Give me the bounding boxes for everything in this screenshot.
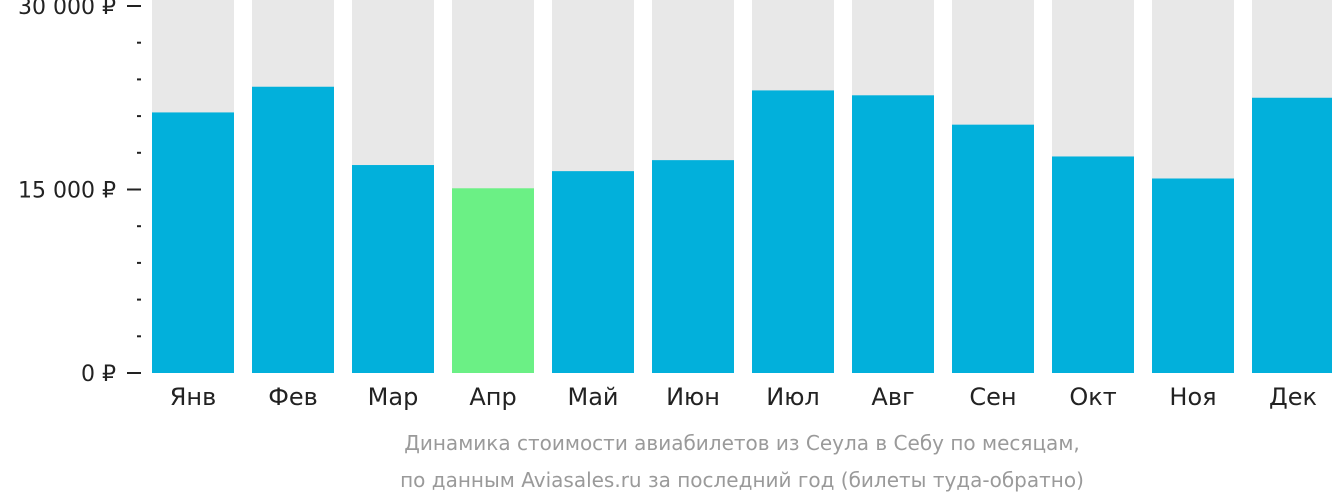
bar-2[interactable] [252,86,334,374]
x-tick-label: Апр [469,383,516,411]
bar-10[interactable] [1052,156,1134,373]
x-tick-label: Июл [766,383,820,411]
x-tick-label: Мар [368,383,419,411]
x-axis: Янв Фев Мар Апр Май Июн Июл Авг Сен Окт Ноя Дек [170,383,1317,411]
y-tick-label: 0 ₽ [81,362,116,387]
bar-7[interactable] [752,90,834,373]
bar-12[interactable] [1252,97,1332,373]
bar-4[interactable] [452,188,534,373]
bars [152,86,1332,374]
x-tick-label: Янв [170,383,217,411]
x-tick-label: Фев [268,383,318,411]
y-axis: 0 ₽ 15 000 ₽ 30 000 ₽ [18,0,141,387]
y-tick-label: 15 000 ₽ [18,179,116,204]
bar-3[interactable] [352,165,434,373]
x-tick-label: Май [567,383,618,411]
x-tick-label: Авг [871,383,914,411]
bar-6[interactable] [652,160,734,373]
bar-8[interactable] [852,95,934,373]
x-tick-label: Июн [666,383,720,411]
x-tick-label: Окт [1069,383,1116,411]
x-tick-label: Ноя [1169,383,1216,411]
caption-line-2: по данным Aviasales.ru за последний год … [400,468,1084,492]
bar-1[interactable] [152,112,234,374]
x-tick-label: Сен [969,383,1016,411]
caption-line-1: Динамика стоимости авиабилетов из Сеула … [404,431,1080,455]
y-tick-label: 30 000 ₽ [18,0,116,20]
x-tick-label: Дек [1269,383,1317,411]
bar-11[interactable] [1152,178,1234,373]
bar-9[interactable] [952,124,1034,373]
bar-5[interactable] [552,171,634,373]
